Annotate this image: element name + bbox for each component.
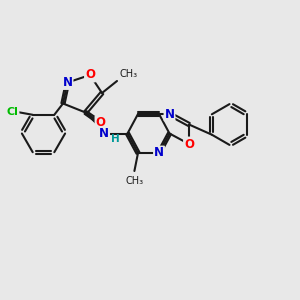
- Text: Cl: Cl: [7, 107, 19, 117]
- Text: CH₃: CH₃: [119, 70, 137, 80]
- Text: N: N: [62, 76, 73, 89]
- Text: N: N: [154, 146, 164, 160]
- Text: H: H: [110, 134, 119, 144]
- Text: N: N: [99, 127, 109, 140]
- Text: N: N: [164, 107, 175, 121]
- Text: O: O: [95, 116, 106, 130]
- Text: O: O: [184, 137, 194, 151]
- Text: CH₃: CH₃: [125, 176, 143, 185]
- Text: O: O: [85, 68, 95, 82]
